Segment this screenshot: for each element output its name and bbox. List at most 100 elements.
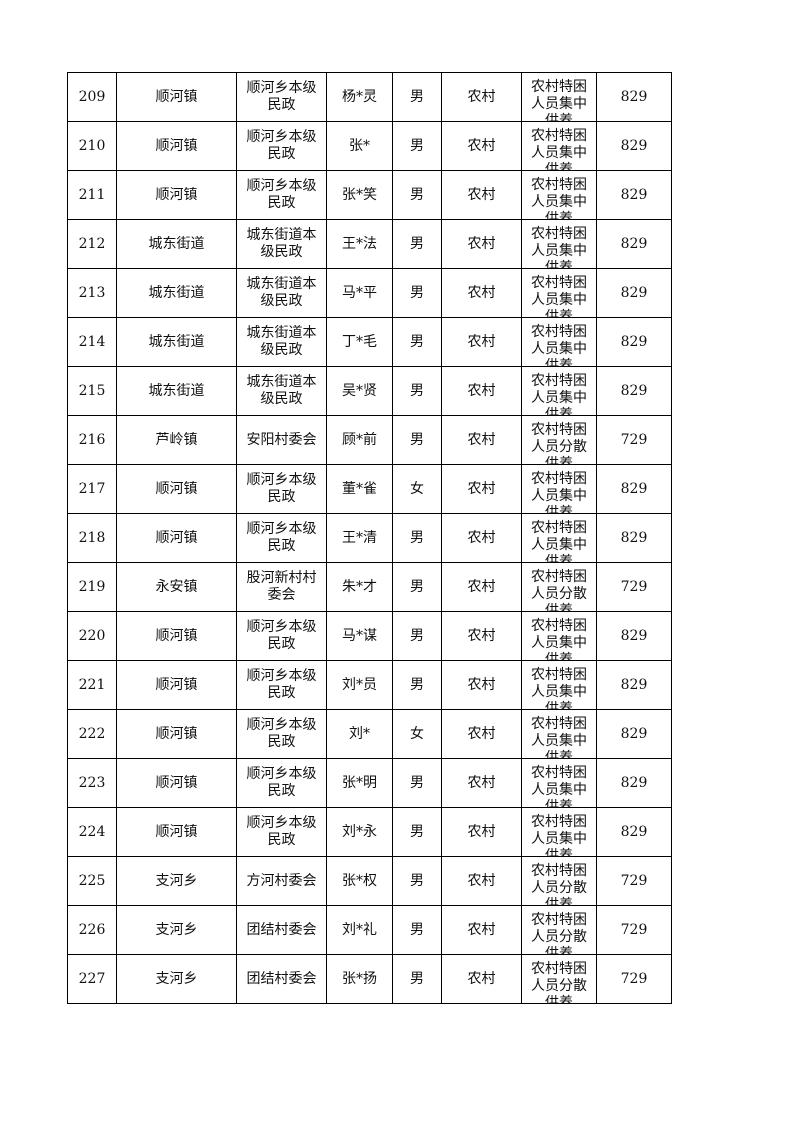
cell-text: 农村 — [467, 235, 496, 252]
cell-text: 张*权 — [342, 872, 377, 889]
cell-text: 顺河镇 — [155, 529, 198, 546]
table-row: 213 城东街道 城东街道本级民政 马*平 男 农村 农村特困人员集中供养 829 — [67, 268, 672, 318]
table-row: 219 永安镇 股河新村村委会 朱*才 男 农村 农村特困人员分散供养 729 — [67, 562, 672, 612]
cell-text: 农村 — [467, 88, 496, 105]
table-cell: 224 — [67, 807, 117, 857]
cell-text: 农村 — [467, 382, 496, 399]
table-cell: 顺河镇 — [116, 758, 237, 808]
cell-text: 张* — [349, 137, 370, 154]
cell-text: 城东街道 — [148, 284, 205, 301]
table-cell: 829 — [596, 121, 672, 171]
table-cell: 丁*毛 — [326, 317, 393, 367]
cell-text: 农村特困人员集中供养 — [531, 226, 587, 268]
cell-text: 农村 — [467, 774, 496, 791]
table-cell: 农村 — [441, 513, 522, 563]
table-row: 220 顺河镇 顺河乡本级民政 马*谋 男 农村 农村特困人员集中供养 829 — [67, 611, 672, 661]
cell-text: 农村特困人员集中供养 — [531, 128, 587, 170]
table-cell: 829 — [596, 611, 672, 661]
table-cell: 支河乡 — [116, 856, 237, 906]
cell-text: 男 — [410, 284, 424, 301]
table-cell: 219 — [67, 562, 117, 612]
table-cell: 农村特困人员集中供养 — [521, 611, 597, 661]
table-cell: 刘*员 — [326, 660, 393, 710]
table-cell: 农村特困人员分散供养 — [521, 562, 597, 612]
cell-text: 224 — [78, 823, 106, 840]
table-cell: 顺河乡本级民政 — [236, 709, 327, 759]
table-row: 216 芦岭镇 安阳村委会 顾*前 男 农村 农村特困人员分散供养 729 — [67, 415, 672, 465]
table-cell: 农村 — [441, 611, 522, 661]
table-cell: 女 — [392, 709, 442, 759]
table-row: 209 顺河镇 顺河乡本级民政 杨*灵 男 农村 农村特困人员集中供养 829 — [67, 72, 672, 122]
table-cell: 顺河乡本级民政 — [236, 611, 327, 661]
table-cell: 男 — [392, 954, 442, 1004]
table-cell: 农村 — [441, 856, 522, 906]
cell-text: 男 — [410, 578, 424, 595]
cell-text: 农村特困人员分散供养 — [531, 961, 587, 1003]
table-cell: 城东街道 — [116, 317, 237, 367]
table-cell: 农村 — [441, 758, 522, 808]
cell-text: 829 — [620, 627, 648, 644]
cell-text: 顺河乡本级民政 — [246, 766, 317, 799]
cell-text: 209 — [78, 88, 106, 105]
table-cell: 顺河镇 — [116, 121, 237, 171]
table-cell: 顺河乡本级民政 — [236, 513, 327, 563]
table-cell: 829 — [596, 758, 672, 808]
cell-text: 829 — [620, 137, 648, 154]
table-cell: 男 — [392, 660, 442, 710]
table-row: 212 城东街道 城东街道本级民政 王*法 男 农村 农村特困人员集中供养 829 — [67, 219, 672, 269]
cell-text: 226 — [78, 921, 106, 938]
table-cell: 男 — [392, 121, 442, 171]
table-cell: 张* — [326, 121, 393, 171]
cell-text: 829 — [620, 88, 648, 105]
table-cell: 城东街道 — [116, 268, 237, 318]
cell-text: 男 — [410, 382, 424, 399]
cell-text: 刘*礼 — [342, 921, 377, 938]
table-cell: 829 — [596, 464, 672, 514]
cell-text: 朱*才 — [342, 578, 377, 595]
table-cell: 男 — [392, 611, 442, 661]
cell-text: 男 — [410, 88, 424, 105]
table-cell: 农村特困人员集中供养 — [521, 660, 597, 710]
cell-text: 212 — [78, 235, 106, 252]
table-cell: 顺河镇 — [116, 170, 237, 220]
table-cell: 729 — [596, 415, 672, 465]
cell-text: 男 — [410, 774, 424, 791]
table-cell: 农村 — [441, 807, 522, 857]
table-cell: 男 — [392, 562, 442, 612]
cell-text: 方河村委会 — [246, 872, 317, 889]
table-cell: 农村特困人员集中供养 — [521, 219, 597, 269]
cell-text: 刘*永 — [342, 823, 377, 840]
cell-text: 227 — [78, 970, 106, 987]
cell-text: 男 — [410, 235, 424, 252]
cell-text: 225 — [78, 872, 106, 889]
table-cell: 方河村委会 — [236, 856, 327, 906]
cell-text: 农村特困人员集中供养 — [531, 716, 587, 758]
cell-text: 顺河乡本级民政 — [246, 80, 317, 113]
table-cell: 225 — [67, 856, 117, 906]
cell-text: 男 — [410, 627, 424, 644]
cell-text: 829 — [620, 480, 648, 497]
table-cell: 男 — [392, 415, 442, 465]
table-cell: 永安镇 — [116, 562, 237, 612]
cell-text: 城东街道本级民政 — [246, 374, 317, 407]
table-cell: 农村 — [441, 562, 522, 612]
table-cell: 农村特困人员集中供养 — [521, 513, 597, 563]
cell-text: 芦岭镇 — [155, 431, 198, 448]
table-cell: 张*权 — [326, 856, 393, 906]
table-cell: 农村特困人员集中供养 — [521, 121, 597, 171]
table-cell: 829 — [596, 513, 672, 563]
table-cell: 城东街道 — [116, 366, 237, 416]
table-row: 227 支河乡 团结村委会 张*扬 男 农村 农村特困人员分散供养 729 — [67, 954, 672, 1004]
cell-text: 农村 — [467, 676, 496, 693]
cell-text: 农村 — [467, 627, 496, 644]
table-cell: 农村 — [441, 72, 522, 122]
cell-text: 顺河镇 — [155, 676, 198, 693]
cell-text: 顺河乡本级民政 — [246, 619, 317, 652]
cell-text: 刘*员 — [342, 676, 377, 693]
cell-text: 829 — [620, 235, 648, 252]
table-cell: 210 — [67, 121, 117, 171]
table-cell: 农村 — [441, 709, 522, 759]
cell-text: 顺河镇 — [155, 186, 198, 203]
cell-text: 农村 — [467, 431, 496, 448]
table-cell: 顺河镇 — [116, 807, 237, 857]
